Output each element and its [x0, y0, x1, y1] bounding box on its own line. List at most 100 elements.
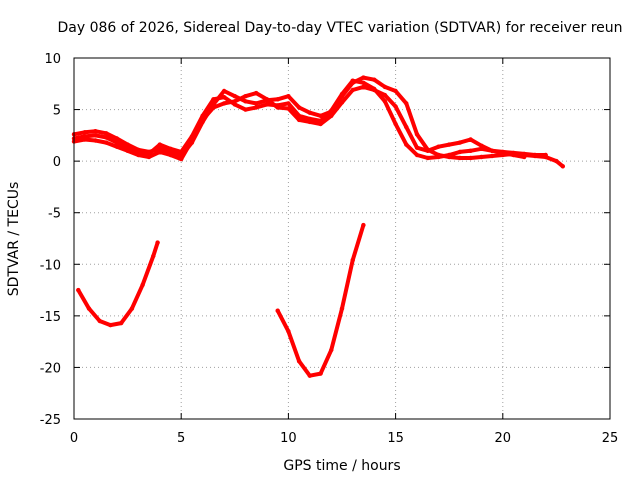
- series-3-point: [468, 137, 473, 142]
- series-2-point: [361, 80, 366, 86]
- series-1-point: [318, 113, 323, 119]
- y-tick-labels: -25 -20 -15 -10 -5 0 5 10: [40, 52, 61, 428]
- series-5-point: [275, 308, 280, 313]
- series-2-point: [339, 91, 345, 97]
- series-2-point: [211, 97, 216, 102]
- series-1-point: [479, 154, 484, 160]
- series-2-point: [425, 155, 430, 161]
- series-3-point: [307, 119, 312, 125]
- x-tick-label: 20: [495, 431, 512, 446]
- series-1-point: [286, 94, 291, 99]
- series-3-point: [425, 148, 430, 153]
- x-tick-label: 10: [280, 431, 297, 446]
- series-2-point: [114, 140, 120, 145]
- series-3-point: [168, 152, 173, 158]
- series-3-point: [489, 148, 495, 153]
- series-3-point: [232, 99, 237, 104]
- series-3-point: [275, 105, 280, 110]
- y-tick-label: -10: [40, 258, 61, 273]
- series-5-point: [296, 359, 302, 364]
- series-1-point: [232, 94, 237, 99]
- series-2-point: [457, 149, 463, 155]
- series-3-point: [329, 113, 334, 119]
- y-tick-label: -5: [48, 207, 61, 222]
- series-1-point: [468, 155, 473, 161]
- series-2-point: [436, 154, 441, 160]
- x-tick-label: 5: [177, 431, 185, 446]
- series-1-point: [372, 77, 377, 82]
- series-1-point: [221, 88, 227, 94]
- series-2-point: [543, 152, 548, 158]
- series-3-point: [372, 87, 377, 93]
- series-3-point: [114, 144, 120, 149]
- series-2-point: [254, 105, 259, 110]
- series-1-point: [489, 153, 495, 159]
- series-3-point: [350, 87, 355, 93]
- series-1-point: [254, 101, 259, 106]
- series-1-point: [361, 75, 366, 80]
- series-4-point: [97, 318, 102, 324]
- series-3-point: [179, 156, 184, 162]
- series-3-point: [93, 138, 98, 143]
- series-2-point: [468, 148, 473, 153]
- series-1-point: [414, 132, 420, 137]
- y-tick-label: 5: [53, 104, 61, 119]
- x-tick-label: 0: [70, 431, 78, 446]
- series-5-point: [339, 306, 345, 311]
- series-3-point: [382, 92, 388, 98]
- series-3-point: [479, 143, 484, 148]
- series-3-point: [414, 145, 420, 150]
- series-2-point: [264, 102, 270, 107]
- series-2-point: [157, 142, 162, 147]
- series-1-point: [82, 130, 87, 135]
- series-2-point: [414, 152, 420, 158]
- series-3-point: [404, 124, 409, 130]
- series-2-point: [179, 149, 184, 155]
- series-3-point: [125, 148, 130, 153]
- series-3-point: [361, 84, 366, 90]
- data-series: [71, 75, 565, 378]
- series-2-point: [221, 95, 227, 100]
- series-3-point: [500, 150, 505, 156]
- series-3-point: [511, 152, 516, 158]
- series-3-point: [254, 90, 259, 96]
- series-1-point: [554, 158, 559, 164]
- series-1-point: [307, 110, 312, 115]
- series-1-point: [393, 88, 398, 94]
- x-tick-label: 15: [387, 431, 404, 446]
- series-3-point: [264, 97, 270, 102]
- series-2-point: [532, 152, 538, 158]
- series-5-point: [329, 347, 334, 353]
- series-3-point: [146, 154, 152, 160]
- series-4-point: [76, 287, 81, 293]
- series-1-point: [114, 136, 120, 141]
- series-3-point: [318, 121, 323, 127]
- series-2-point: [82, 134, 87, 139]
- series-1-point: [296, 105, 302, 110]
- series-3-point: [339, 100, 345, 105]
- y-tick-label: -15: [40, 310, 61, 325]
- series-4-point: [155, 240, 160, 245]
- y-axis-title: SDTVAR / TECUs: [6, 182, 22, 297]
- series-2-point: [104, 135, 109, 140]
- y-tick-label: -25: [40, 413, 61, 428]
- series-2-point: [447, 152, 452, 158]
- series-4-point: [108, 322, 113, 328]
- series-3-point: [447, 142, 452, 147]
- y-tick-label: -20: [40, 361, 61, 376]
- series-3-point: [286, 106, 291, 111]
- series-4-point: [151, 253, 156, 259]
- series-3-point: [104, 140, 109, 145]
- series-1-point: [382, 84, 388, 90]
- series-3-point: [522, 154, 527, 160]
- series-1-point: [404, 101, 409, 106]
- series-4-point: [119, 320, 124, 326]
- series-3-point: [211, 105, 216, 110]
- series-2-point: [350, 78, 355, 83]
- series-4-point: [140, 282, 145, 288]
- series-2-point: [243, 107, 248, 112]
- y-tick-label: 0: [53, 155, 61, 170]
- series-2-point: [286, 101, 291, 106]
- series-3-point: [200, 117, 205, 123]
